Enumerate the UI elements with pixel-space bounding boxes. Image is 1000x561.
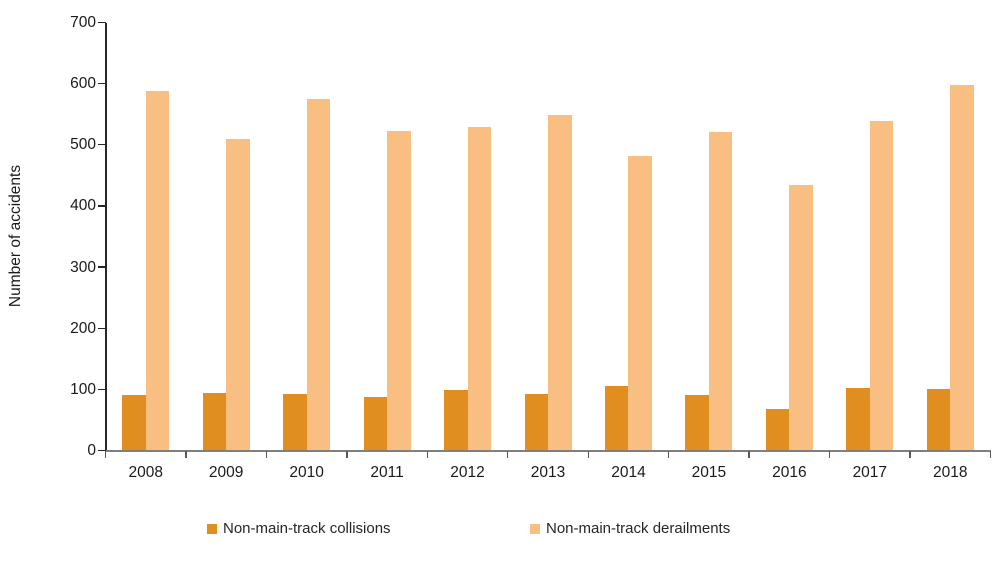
x-axis-category-label-2009: 2009 — [208, 464, 244, 481]
bar-non-main-track-collisions-2016 — [765, 408, 790, 451]
x-axis-tick — [828, 451, 831, 458]
x-axis-category-label-2015: 2015 — [691, 464, 727, 481]
x-axis-category-label-2013: 2013 — [530, 464, 566, 481]
y-axis-tick — [97, 327, 106, 329]
y-axis-tick — [97, 82, 106, 85]
bar-non-main-track-collisions-2008 — [122, 394, 146, 451]
bar-non-main-track-collisions-2011 — [363, 396, 388, 451]
x-axis-category-label-2011: 2011 — [370, 464, 404, 481]
bar-non-main-track-collisions-2012 — [444, 389, 468, 451]
x-axis-category-label-2008: 2008 — [128, 464, 163, 481]
x-axis-category-label-2014: 2014 — [611, 464, 646, 481]
bar-non-main-track-collisions-2009 — [202, 393, 227, 451]
y-axis-line — [105, 22, 107, 452]
x-axis-category-label-2012: 2012 — [450, 464, 485, 481]
bar-non-main-track-collisions-2018 — [926, 389, 951, 451]
bar-non-main-track-derailments-2012 — [467, 127, 492, 451]
bar-non-main-track-derailments-2009 — [226, 139, 250, 451]
x-axis-category-label-2016: 2016 — [772, 464, 807, 481]
y-axis-tick-label-100: 100 — [70, 380, 96, 398]
y-axis-tick-label-700: 700 — [70, 14, 96, 31]
bar-non-main-track-derailments-2011 — [387, 130, 411, 451]
bar-non-main-track-collisions-2010 — [283, 394, 307, 451]
bar-non-main-track-derailments-2015 — [708, 131, 733, 451]
y-axis-tick-label-400: 400 — [70, 197, 96, 215]
x-axis-tick — [989, 451, 992, 458]
y-axis-tick-label-600: 600 — [70, 75, 96, 93]
bar-non-main-track-derailments-2014 — [628, 156, 652, 451]
y-axis-tick — [97, 449, 106, 452]
x-axis-tick — [426, 451, 428, 458]
x-axis-tick — [507, 451, 509, 458]
bar-non-main-track-collisions-2013 — [524, 394, 548, 451]
x-axis-line — [105, 450, 991, 452]
x-axis-tick — [909, 451, 911, 458]
y-axis-tick — [97, 205, 106, 207]
y-axis-tick-label-500: 500 — [70, 136, 96, 154]
x-axis-category-label-2017: 2017 — [852, 464, 888, 481]
bar-non-main-track-collisions-2014 — [604, 386, 629, 451]
bar-non-main-track-derailments-2008 — [145, 90, 170, 451]
bar-non-main-track-derailments-2018 — [950, 84, 974, 451]
y-axis-tick — [97, 144, 106, 146]
y-axis-tick-label-200: 200 — [70, 319, 96, 337]
x-axis-category-label-2018: 2018 — [933, 464, 968, 481]
x-axis-tick — [265, 451, 268, 458]
y-axis-tick-label-300: 300 — [70, 258, 96, 276]
x-axis-tick — [668, 451, 670, 458]
bar-non-main-track-derailments-2013 — [548, 114, 572, 451]
bar-non-main-track-derailments-2016 — [789, 185, 813, 451]
bar-non-main-track-derailments-2010 — [306, 98, 331, 451]
y-axis-tick-label-0: 0 — [87, 442, 96, 459]
bar-non-main-track-collisions-2015 — [685, 394, 709, 451]
x-axis-tick — [587, 451, 589, 458]
x-axis-category-label-2010: 2010 — [289, 464, 324, 481]
y-axis-tick — [97, 266, 106, 268]
x-axis-tick — [185, 451, 187, 458]
bar-non-main-track-collisions-2017 — [846, 388, 870, 451]
x-axis-tick — [346, 451, 348, 458]
x-axis-tick — [748, 451, 750, 458]
y-axis-tick — [97, 21, 106, 24]
y-axis-tick — [97, 388, 106, 390]
bar-non-main-track-derailments-2017 — [869, 120, 894, 451]
x-axis-tick — [104, 451, 107, 458]
